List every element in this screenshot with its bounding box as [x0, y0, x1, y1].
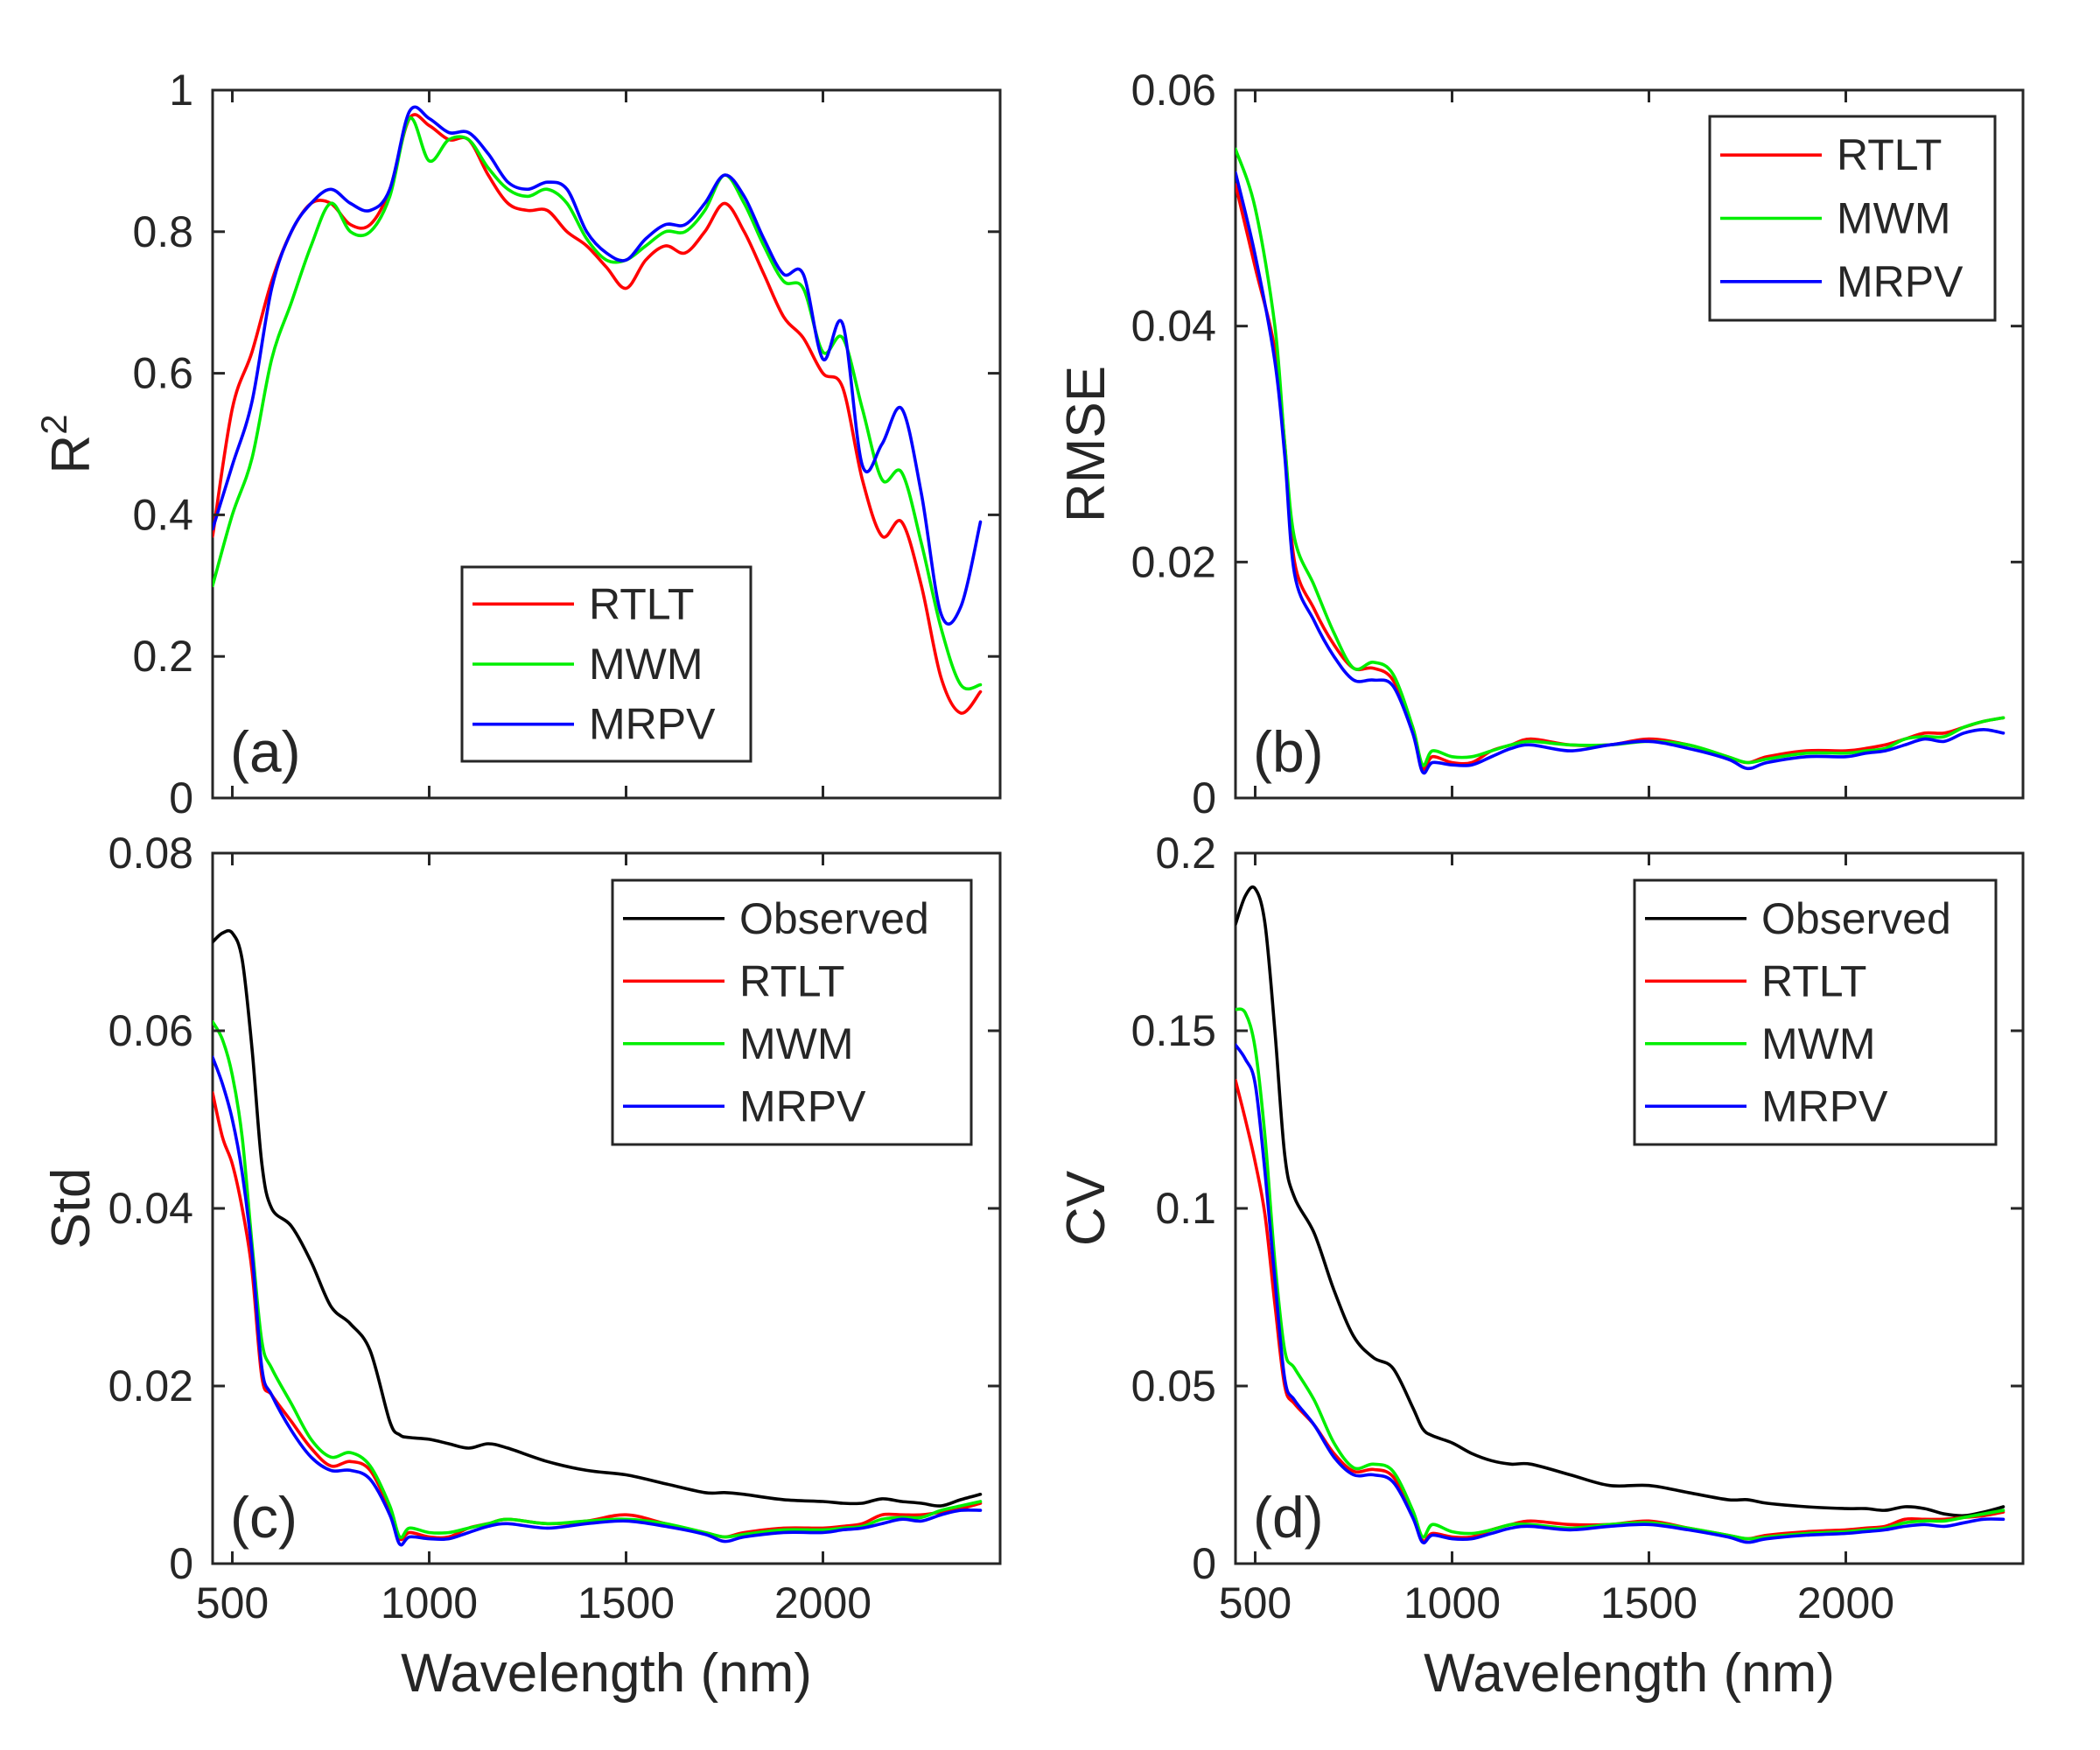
y-tick-label: 0: [1192, 774, 1216, 822]
x-tick-label: 500: [196, 1578, 269, 1628]
y-tick-label: 0.04: [108, 1184, 193, 1233]
y-tick-label: 0.2: [132, 632, 193, 681]
series-line-mwm: [1236, 147, 2006, 767]
y-tick-label: 0.08: [108, 829, 193, 878]
x-tick-label: 1000: [381, 1578, 478, 1628]
series-group: [1236, 147, 2006, 775]
legend: Observed RTLT MWM MRPV: [1633, 878, 1998, 1146]
series-group: [213, 105, 983, 715]
y-axis-label-text: CV: [1056, 1170, 1116, 1246]
legend-label-mrpv: MRPV: [739, 1082, 866, 1130]
y-tick-label: 0.05: [1131, 1362, 1216, 1410]
legend-label-observed: Observed: [1761, 894, 1951, 943]
legend-label-mwm: MWM: [739, 1019, 854, 1068]
panel-tag: (b): [1253, 719, 1324, 784]
legend-box: [611, 878, 973, 1146]
legend-label-mwm: MWM: [1837, 194, 1951, 243]
series-line-mrpv: [1236, 171, 2006, 775]
series-line-mwm: [1236, 1007, 2006, 1541]
y-tick-label: 0: [1192, 1539, 1216, 1588]
series-group: [1236, 885, 2006, 1545]
y-tick-label: 0.04: [1131, 302, 1216, 351]
y-tick-label: 0.06: [108, 1006, 193, 1055]
y-tick-label: 0.8: [132, 207, 193, 256]
y-tick-label: 0.2: [1155, 829, 1216, 878]
panel-tag: (d): [1253, 1485, 1324, 1550]
y-tick-label: 0.15: [1131, 1006, 1216, 1055]
legend-label-mwm: MWM: [1761, 1019, 1876, 1068]
panel-b: 0 0.02 0.04 0.06 RMSE (b) RTLT MWM MRPV: [1056, 66, 2025, 822]
x-tick-label: 1500: [1600, 1578, 1698, 1628]
series-line-mwm: [213, 1020, 983, 1540]
legend-label-mrpv: MRPV: [589, 700, 716, 749]
y-tick-label: 0.4: [132, 490, 193, 539]
y-axis-label: R2: [33, 414, 102, 473]
panel-tag: (a): [230, 719, 301, 784]
y-axis-label: RMSE: [1056, 366, 1116, 522]
legend: RTLT MWM MRPV: [460, 565, 752, 763]
legend-label-rtlt: RTLT: [1761, 956, 1866, 1005]
y-axis-label-superscript: 2: [33, 414, 74, 434]
y-tick-label: 1: [169, 66, 193, 115]
x-tick-label: 2000: [1797, 1578, 1894, 1628]
legend-label-mrpv: MRPV: [1837, 257, 1964, 306]
legend-label-rtlt: RTLT: [739, 956, 844, 1005]
y-tick-label: 0.1: [1155, 1184, 1216, 1233]
x-axis-label: Wavelength (nm): [1424, 1643, 1835, 1704]
y-axis-label: Std: [41, 1167, 102, 1249]
x-tick-label: 2000: [774, 1578, 872, 1628]
legend-box: [1633, 878, 1998, 1146]
legend: Observed RTLT MWM MRPV: [611, 878, 973, 1146]
y-tick-label: 0: [169, 1539, 193, 1588]
y-axis-label: CV: [1056, 1170, 1116, 1246]
x-tick-label: 1000: [1404, 1578, 1501, 1628]
legend-label-mrpv: MRPV: [1761, 1082, 1888, 1130]
y-tick-label: 0: [169, 774, 193, 822]
panel-tag: (c): [230, 1485, 298, 1550]
series-line-mwm: [213, 116, 983, 691]
series-line-mrpv: [1236, 1043, 2006, 1545]
y-tick-label: 0.02: [1131, 537, 1216, 586]
series-line-mrpv: [213, 1055, 983, 1547]
y-axis-label-text: Std: [41, 1167, 102, 1249]
y-tick-label: 0.6: [132, 349, 193, 398]
panel-d: 500 1000 1500 2000 0 0.05 0.1 0.15 0.2 CV Waveleng…: [1056, 829, 2025, 1704]
x-axis-label: Wavelength (nm): [401, 1643, 812, 1704]
legend-label-mwm: MWM: [589, 640, 704, 689]
series-group: [213, 928, 983, 1547]
panel-a: 0 0.2 0.4 0.6 0.8 1 R2 (a) RTLT MWM MRPV: [33, 66, 1002, 822]
series-line-observed: [213, 928, 983, 1508]
series-line-mrpv: [213, 105, 983, 626]
series-line-observed: [1236, 885, 2006, 1518]
y-axis-label-text: RMSE: [1056, 366, 1116, 522]
legend-label-observed: Observed: [739, 894, 929, 943]
legend-label-rtlt: RTLT: [589, 579, 694, 628]
x-tick-label: 500: [1219, 1578, 1292, 1628]
y-tick-label: 0.06: [1131, 66, 1216, 115]
x-tick-label: 1500: [578, 1578, 675, 1628]
panel-c: 500 1000 1500 2000 0 0.02 0.04 0.06 0.08 Std Wavel…: [41, 829, 1002, 1704]
legend: RTLT MWM MRPV: [1708, 115, 1997, 322]
y-axis-label-text: R: [41, 435, 102, 474]
legend-label-rtlt: RTLT: [1837, 130, 1942, 179]
y-tick-label: 0.02: [108, 1362, 193, 1410]
legend-box: [460, 565, 752, 763]
